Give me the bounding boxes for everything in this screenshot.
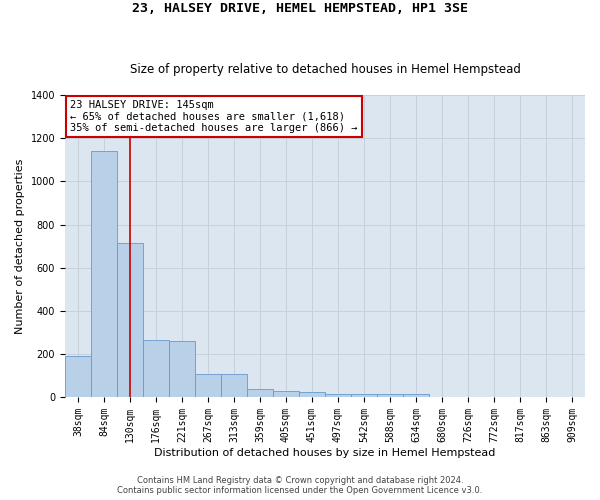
Bar (195, 374, 221, 397)
Text: Contains HM Land Registry data © Crown copyright and database right 2024.
Contai: Contains HM Land Registry data © Crown c… (118, 476, 482, 495)
Bar (169, 341, 195, 397)
Bar (143, 340, 169, 397)
Bar (351, 394, 377, 397)
Bar (117, 243, 143, 397)
Bar (247, 390, 273, 397)
Text: 23 HALSEY DRIVE: 145sqm
← 65% of detached houses are smaller (1,618)
35% of semi: 23 HALSEY DRIVE: 145sqm ← 65% of detache… (70, 100, 358, 133)
Bar (325, 394, 351, 397)
Bar (221, 374, 247, 397)
Bar (377, 394, 403, 397)
Text: 23, HALSEY DRIVE, HEMEL HEMPSTEAD, HP1 3SE: 23, HALSEY DRIVE, HEMEL HEMPSTEAD, HP1 3… (132, 2, 468, 16)
Bar (299, 392, 325, 397)
Bar (65, 356, 91, 397)
Title: Size of property relative to detached houses in Hemel Hempstead: Size of property relative to detached ho… (130, 63, 520, 76)
Y-axis label: Number of detached properties: Number of detached properties (15, 158, 25, 334)
Bar (91, 152, 117, 397)
X-axis label: Distribution of detached houses by size in Hemel Hempstead: Distribution of detached houses by size … (154, 448, 496, 458)
Bar (273, 390, 299, 397)
Bar (403, 394, 429, 397)
